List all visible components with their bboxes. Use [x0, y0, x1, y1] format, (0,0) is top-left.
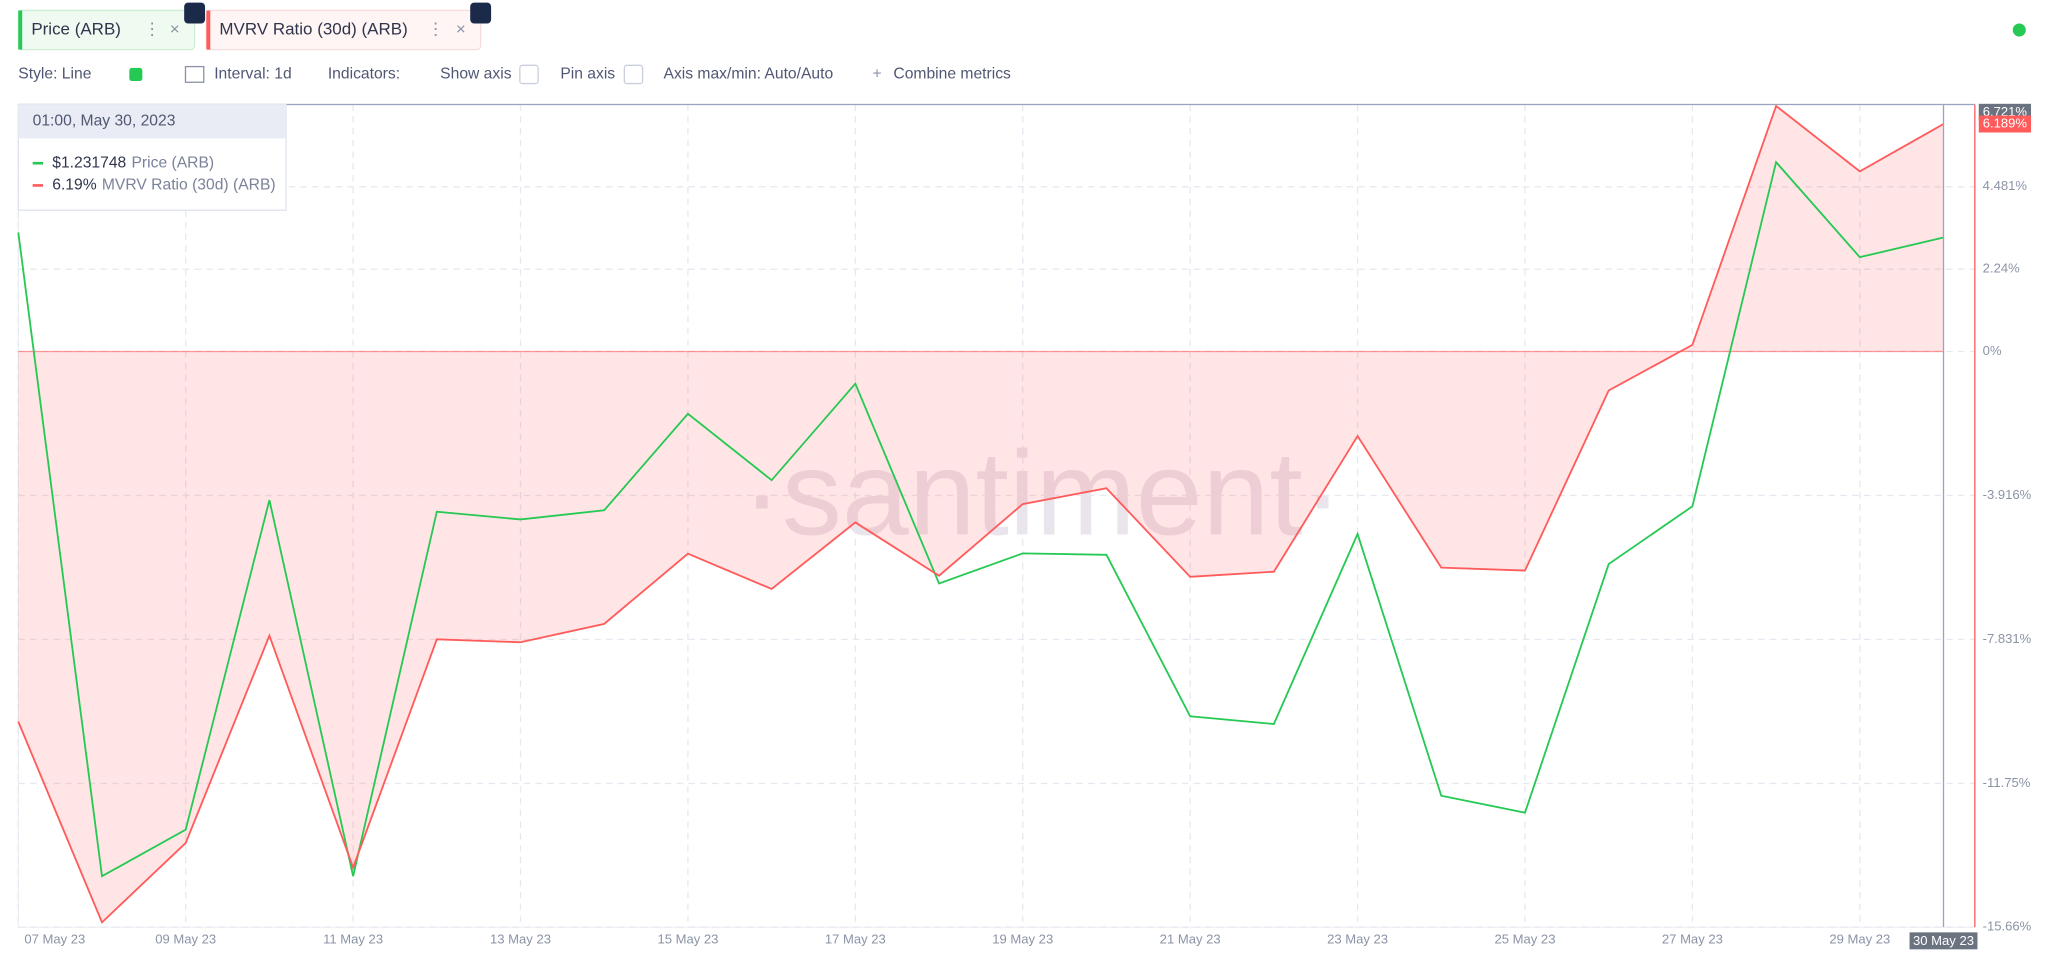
x-tick-label: 27 May 23 — [1662, 932, 1723, 947]
toolbar: Style: Line Interval: 1d Indicators: Sho… — [18, 64, 1011, 85]
chip-icon — [470, 2, 492, 24]
chip-close[interactable]: × — [456, 20, 466, 39]
chip-label: MVRV Ratio (30d) (ARB) — [219, 20, 407, 39]
checkbox[interactable] — [623, 64, 644, 85]
x-tick-label: 09 May 23 — [155, 932, 216, 947]
x-tick-label: 07 May 23 — [24, 932, 85, 947]
x-tick-label: 19 May 23 — [992, 932, 1053, 947]
y-tick-label: 2.24% — [1983, 261, 2020, 276]
chip-menu[interactable]: ⋮ — [427, 20, 444, 39]
mvrv-area — [18, 105, 1944, 923]
indicators-select[interactable]: Indicators: — [328, 66, 400, 83]
y-tick-label: -7.831% — [1983, 631, 2032, 646]
axis-marker-label: 6.721% — [1983, 104, 2028, 119]
y-tick-label: -11.75% — [1983, 775, 2031, 790]
chip-accent — [18, 10, 23, 50]
x-tick-label: 15 May 23 — [657, 932, 718, 947]
x-tick-label: 17 May 23 — [825, 932, 886, 947]
tooltip-title: 01:00, May 30, 2023 — [33, 113, 176, 130]
series-line — [17, 104, 1944, 924]
x-tick-label: 25 May 23 — [1495, 932, 1556, 947]
y-tick-label: 0% — [1983, 343, 2002, 358]
x-tick-label: 21 May 23 — [1160, 932, 1221, 947]
axis-marker-box — [1978, 115, 2032, 133]
color-picker[interactable] — [129, 67, 143, 81]
metric-chip[interactable]: Price (ARB) ⋮ × — [17, 2, 206, 51]
crosshair-date: 30 May 23 — [1913, 933, 1974, 948]
x-tick-label: 29 May 23 — [1829, 932, 1890, 947]
pin-axis[interactable]: Pin axis — [560, 66, 615, 83]
axis-marker-label: 6.189% — [1983, 115, 2028, 130]
chip-label: Price (ARB) — [31, 20, 121, 39]
x-tick-label: 23 May 23 — [1327, 932, 1388, 947]
crosshair-date-box — [1909, 932, 1978, 950]
plus-icon: + — [872, 66, 881, 83]
x-tick-label: 11 May 23 — [323, 932, 383, 947]
tooltip-header — [18, 104, 287, 139]
chip-close[interactable]: × — [170, 20, 180, 39]
style-select[interactable]: Style: Line — [18, 66, 91, 83]
combine-metrics[interactable]: Combine metrics — [893, 66, 1011, 83]
tooltip-value: 6.19% — [52, 177, 96, 194]
tooltip-name: Price (ARB) — [131, 154, 214, 171]
y-tick-label: -15.66% — [1983, 919, 2032, 934]
tooltip-value: $1.231748 — [52, 154, 126, 171]
y-tick-label: -3.916% — [1983, 487, 2032, 502]
interval-select[interactable]: Interval: 1d — [214, 66, 291, 83]
chip-menu[interactable]: ⋮ — [144, 20, 161, 39]
tooltip-name: MVRV Ratio (30d) (ARB) — [102, 177, 276, 194]
axis-minmax[interactable]: Axis max/min: Auto/Auto — [664, 66, 834, 83]
y-tick-label: 4.481% — [1983, 178, 2028, 193]
x-tick-label: 13 May 23 — [490, 932, 551, 947]
status-dot — [2012, 23, 2026, 37]
watermark: ·santiment· — [742, 426, 1343, 560]
interval-icon — [184, 65, 205, 83]
show-axis[interactable]: Show axis — [440, 66, 512, 83]
checkbox[interactable] — [519, 64, 539, 85]
metric-chip[interactable]: MVRV Ratio (30d) (ARB) ⋮ × — [205, 2, 492, 51]
series-line — [17, 160, 1944, 878]
chip-icon — [184, 2, 206, 24]
chip-accent — [206, 10, 211, 50]
